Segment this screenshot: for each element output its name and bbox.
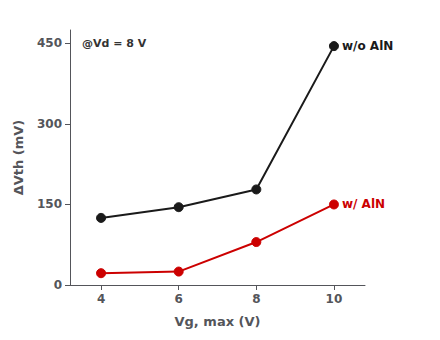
- svg-text:150: 150: [37, 197, 62, 211]
- svg-text:10: 10: [326, 292, 343, 306]
- svg-text:@Vd = 8 V: @Vd = 8 V: [82, 37, 147, 50]
- svg-text:w/ AlN: w/ AlN: [342, 197, 385, 211]
- svg-text:w/o AlN: w/o AlN: [342, 39, 393, 53]
- svg-text:8: 8: [252, 292, 260, 306]
- svg-text:300: 300: [37, 117, 62, 131]
- svg-text:450: 450: [37, 36, 62, 50]
- svg-text:0: 0: [54, 278, 62, 292]
- svg-text:4: 4: [97, 292, 105, 306]
- svg-text:Vg, max (V): Vg, max (V): [174, 314, 260, 329]
- svg-text:6: 6: [175, 292, 183, 306]
- svg-text:ΔVth (mV): ΔVth (mV): [11, 120, 26, 196]
